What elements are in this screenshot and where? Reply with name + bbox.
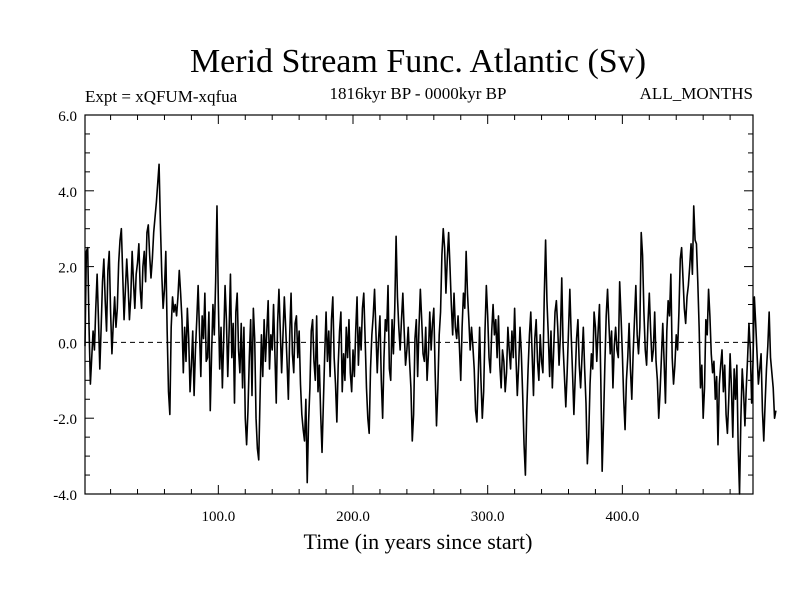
x-tick-label: 300.0 [471, 509, 505, 525]
plot-frame [84, 114, 754, 495]
x-tick-label: 400.0 [605, 509, 639, 525]
chart-title: Merid Stream Func. Atlantic (Sv) [190, 43, 646, 80]
y-tick-label: 4.0 [58, 185, 77, 201]
series-line [84, 163, 777, 495]
chart-subtitle: 1816kyr BP - 0000kyr BP [330, 84, 507, 103]
x-axis-ticks [110, 115, 731, 494]
y-tick-label: -2.0 [53, 412, 77, 428]
y-tick-label: 2.0 [58, 261, 77, 277]
x-tick-label: 100.0 [201, 509, 235, 525]
x-axis-tick-labels: 100.0 200.0 300.0 400.0 [201, 509, 639, 525]
x-tick-label: 200.0 [336, 509, 370, 525]
y-axis-ticks [85, 114, 753, 495]
y-tick-label: 6.0 [58, 109, 77, 125]
y-tick-label: -4.0 [53, 488, 77, 504]
y-axis-tick-labels: -4.0 -2.0 0.0 2.0 4.0 6.0 [53, 109, 77, 504]
y-tick-label: 0.0 [58, 336, 77, 352]
x-axis-label: Time (in years since start) [304, 529, 533, 554]
experiment-label: Expt = xQFUM-xqfua [85, 87, 238, 106]
months-label: ALL_MONTHS [640, 84, 753, 103]
